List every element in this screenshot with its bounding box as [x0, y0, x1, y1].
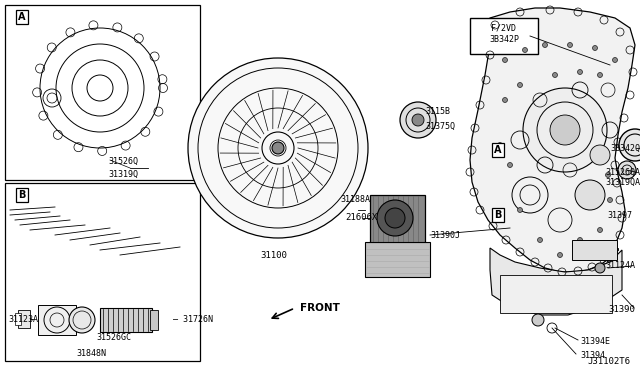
Text: 31319Q: 31319Q — [108, 170, 138, 179]
Text: 31100: 31100 — [260, 251, 287, 260]
Text: 31848N: 31848N — [76, 349, 106, 357]
Circle shape — [538, 237, 543, 243]
Text: 31319QA: 31319QA — [605, 177, 640, 186]
Circle shape — [550, 115, 580, 145]
Circle shape — [619, 129, 640, 161]
Text: 31124A: 31124A — [605, 260, 635, 269]
Text: 31394E: 31394E — [580, 337, 610, 346]
Circle shape — [618, 161, 636, 179]
Bar — [5, 183, 200, 361]
Text: 31397: 31397 — [607, 211, 632, 219]
Polygon shape — [470, 8, 635, 272]
Circle shape — [188, 58, 368, 238]
Text: 31123A: 31123A — [8, 315, 38, 324]
Circle shape — [552, 73, 557, 77]
Circle shape — [612, 58, 618, 62]
Circle shape — [590, 145, 610, 165]
Bar — [15, 313, 21, 325]
Text: J31102T6: J31102T6 — [587, 357, 630, 366]
Text: 31390: 31390 — [608, 305, 635, 314]
Circle shape — [272, 142, 284, 154]
Circle shape — [607, 198, 612, 202]
Circle shape — [598, 73, 602, 77]
Circle shape — [523, 88, 607, 172]
Text: B: B — [494, 210, 502, 220]
Circle shape — [593, 45, 598, 51]
Circle shape — [502, 97, 508, 103]
Circle shape — [518, 83, 522, 87]
Text: A: A — [19, 12, 26, 22]
Circle shape — [532, 314, 544, 326]
Circle shape — [377, 200, 413, 236]
Circle shape — [518, 208, 522, 212]
Circle shape — [508, 163, 513, 167]
Text: F/2VD: F/2VD — [492, 23, 516, 32]
Text: A: A — [494, 145, 502, 155]
Circle shape — [497, 142, 502, 148]
Circle shape — [575, 180, 605, 210]
Circle shape — [595, 263, 605, 273]
Circle shape — [543, 42, 547, 48]
Circle shape — [577, 70, 582, 74]
Circle shape — [400, 102, 436, 138]
Circle shape — [412, 114, 424, 126]
Polygon shape — [23, 14, 183, 162]
Circle shape — [69, 307, 95, 333]
Text: 31526GC: 31526GC — [96, 333, 131, 341]
Text: 31188A: 31188A — [340, 196, 370, 205]
Bar — [100, 308, 152, 332]
Text: 3B342Q: 3B342Q — [610, 144, 640, 153]
Text: 31526QA: 31526QA — [605, 167, 640, 176]
Bar — [5, 5, 200, 180]
Circle shape — [385, 208, 405, 228]
Text: — 31726N: — 31726N — [173, 314, 213, 324]
Text: 31375Q: 31375Q — [425, 122, 455, 131]
Bar — [500, 275, 612, 313]
Circle shape — [502, 58, 508, 62]
Circle shape — [568, 42, 573, 48]
Text: FRONT: FRONT — [300, 303, 340, 313]
Bar — [18, 310, 30, 328]
Circle shape — [598, 228, 602, 232]
Text: 3B342P: 3B342P — [489, 35, 519, 45]
Circle shape — [577, 237, 582, 243]
Text: 31394: 31394 — [580, 352, 605, 360]
Polygon shape — [490, 248, 622, 315]
Bar — [370, 195, 425, 243]
Bar — [470, 18, 538, 54]
Text: 31526Q: 31526Q — [108, 157, 138, 166]
Text: 3115B: 3115B — [425, 108, 450, 116]
Circle shape — [557, 253, 563, 257]
Text: B: B — [19, 190, 26, 200]
Text: 31390J: 31390J — [430, 231, 460, 240]
Text: 21606X: 21606X — [345, 214, 377, 222]
Bar — [572, 240, 617, 260]
Bar — [365, 242, 430, 277]
Circle shape — [605, 173, 611, 177]
Bar — [150, 310, 158, 330]
Bar — [38, 305, 76, 335]
Circle shape — [522, 48, 527, 52]
